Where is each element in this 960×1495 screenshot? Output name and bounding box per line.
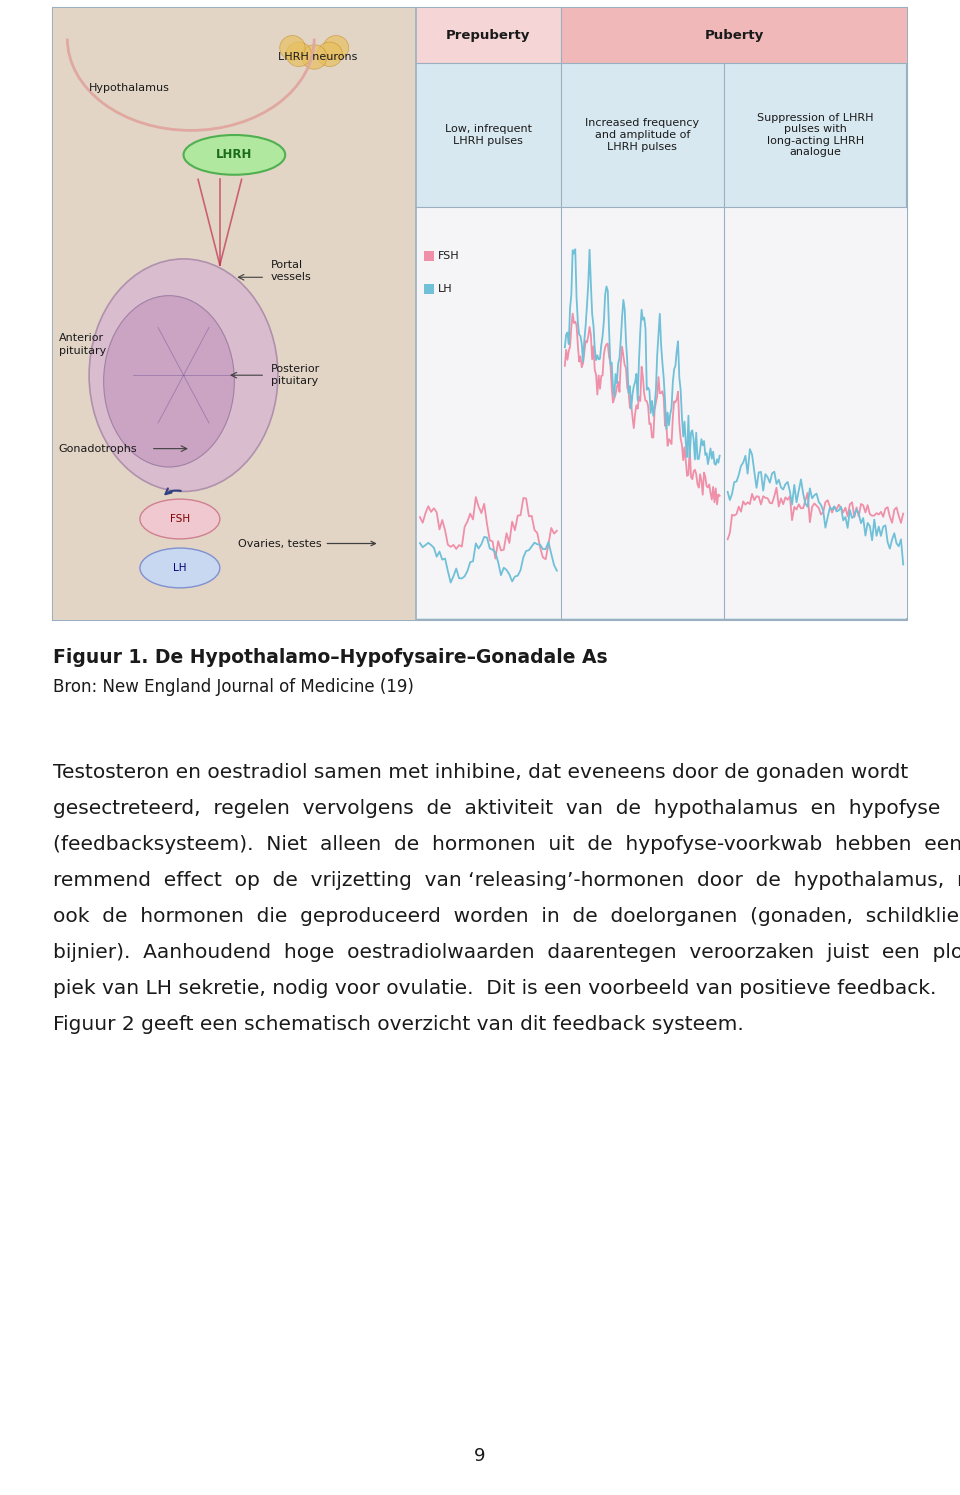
Text: Low, infrequent
LHRH pulses: Low, infrequent LHRH pulses [444,124,532,147]
Bar [424,251,434,262]
Text: Hypothalamus: Hypothalamus [89,82,170,93]
Ellipse shape [286,42,312,66]
Text: gesectreteerd,  regelen  vervolgens  de  aktiviteit  van  de  hypothalamus  en  : gesectreteerd, regelen vervolgens de akt… [53,798,940,818]
Ellipse shape [279,36,305,60]
Text: Ovaries, testes: Ovaries, testes [238,538,375,549]
Text: remmend  effect  op  de  vrijzetting  van ‘releasing’-hormonen  door  de  hypoth: remmend effect op de vrijzetting van ‘re… [53,872,960,890]
Ellipse shape [140,499,220,538]
Ellipse shape [89,259,278,492]
Text: LHRH neurons: LHRH neurons [278,52,357,61]
Ellipse shape [183,135,285,175]
Text: piek van LH sekretie, nodig voor ovulatie.  Dit is een voorbeeld van positieve f: piek van LH sekretie, nodig voor ovulati… [53,979,936,999]
Ellipse shape [104,296,234,466]
Text: (feedbacksysteem).  Niet  alleen  de  hormonen  uit  de  hypofyse-voorkwab  hebb: (feedbacksysteem). Niet alleen de hormon… [53,836,960,854]
Text: LHRH: LHRH [216,148,252,161]
Text: Puberty: Puberty [705,28,763,42]
Text: Gonadotrophs: Gonadotrophs [59,444,137,453]
Text: FSH: FSH [438,251,460,262]
Text: Posterior
pituitary: Posterior pituitary [271,363,320,386]
Ellipse shape [317,42,343,66]
Text: Suppression of LHRH
pulses with
long-acting LHRH
analogue: Suppression of LHRH pulses with long-act… [757,112,874,157]
Ellipse shape [301,45,327,69]
Text: LH: LH [173,564,186,573]
Ellipse shape [140,549,220,588]
Text: Portal
vessels: Portal vessels [271,260,311,283]
Text: Figuur 2 geeft een schematisch overzicht van dit feedback systeem.: Figuur 2 geeft een schematisch overzicht… [53,1015,744,1035]
Bar [424,284,434,295]
Text: Prepuberty: Prepuberty [446,28,531,42]
Text: Figuur 1. De Hypothalamo–Hypofysaire–Gonadale As: Figuur 1. De Hypothalamo–Hypofysaire–Gon… [53,647,608,667]
Text: ook  de  hormonen  die  geproduceerd  worden  in  de  doelorganen  (gonaden,  sc: ook de hormonen die geproduceerd worden … [53,907,960,925]
Text: Bron: New England Journal of Medicine (19): Bron: New England Journal of Medicine (1… [53,679,414,697]
Text: Anterior
pituitary: Anterior pituitary [59,333,106,356]
Bar [53,7,907,620]
Bar [53,7,416,620]
Text: FSH: FSH [170,514,190,525]
Text: LH: LH [438,284,452,295]
Text: Testosteron en oestradiol samen met inhibine, dat eveneens door de gonaden wordt: Testosteron en oestradiol samen met inhi… [53,762,908,782]
Ellipse shape [324,36,348,60]
Text: 9: 9 [474,1447,486,1465]
Text: Increased frequency
and amplitude of
LHRH pulses: Increased frequency and amplitude of LHR… [586,118,699,151]
Bar [416,7,561,63]
Text: bijnier).  Aanhoudend  hoge  oestradiolwaarden  daarentegen  veroorzaken  juist : bijnier). Aanhoudend hoge oestradiolwaar… [53,943,960,961]
Bar [561,7,907,63]
Bar [416,206,907,617]
